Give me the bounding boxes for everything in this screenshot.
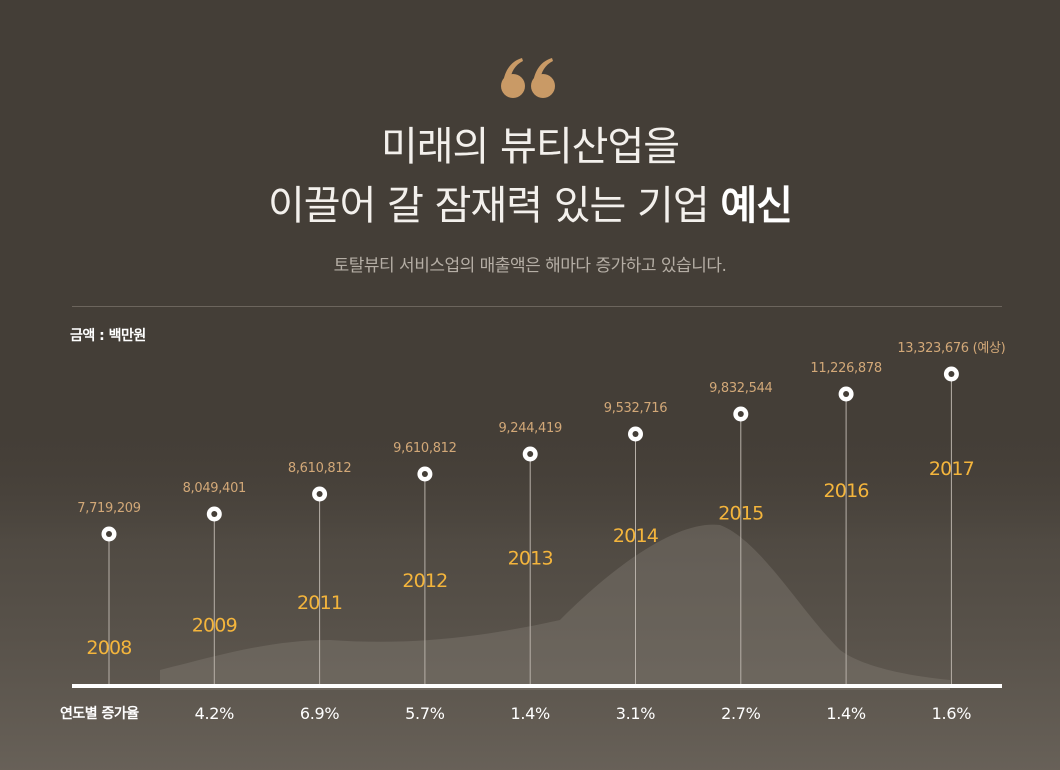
value-label: 9,610,812 bbox=[393, 441, 456, 456]
baseline bbox=[72, 684, 1002, 688]
data-point bbox=[206, 506, 222, 522]
year-label: 2008 bbox=[86, 637, 131, 659]
growth-rate-label: 6.9% bbox=[300, 704, 340, 723]
title-text: 이끌어 갈 잠재력 있는 기업 bbox=[268, 183, 721, 229]
data-point bbox=[628, 426, 643, 442]
value-label: 11,226,878 bbox=[810, 361, 881, 376]
year-label: 2013 bbox=[508, 547, 553, 569]
value-label: 7,719,209 bbox=[77, 501, 140, 516]
value-label: 9,532,716 bbox=[604, 401, 667, 416]
growth-rate-label: 5.7% bbox=[405, 704, 445, 723]
value-label: 9,832,544 bbox=[709, 381, 772, 396]
quote-icon bbox=[501, 58, 555, 98]
growth-rate-label: 1.4% bbox=[826, 704, 866, 723]
growth-rate-label: 2.7% bbox=[721, 704, 761, 723]
year-label: 2017 bbox=[929, 458, 974, 480]
growth-rate-label: 1.4% bbox=[510, 704, 550, 723]
growth-rate-label: 4.2% bbox=[195, 704, 235, 723]
value-label: 13,323,676 (예상) bbox=[897, 341, 1005, 356]
year-label: 2012 bbox=[402, 570, 447, 592]
data-point bbox=[417, 466, 433, 482]
page-title-line2: 이끌어 갈 잠재력 있는 기업 예신 bbox=[0, 186, 1060, 226]
value-label: 8,610,812 bbox=[288, 461, 351, 476]
data-point bbox=[522, 446, 538, 462]
data-point bbox=[838, 386, 854, 402]
data-point bbox=[312, 486, 328, 502]
page-title-line1: 미래의 뷰티산업을 bbox=[380, 124, 680, 170]
title-emphasis: 예신 bbox=[720, 183, 793, 229]
growth-rate-label: 3.1% bbox=[616, 704, 656, 723]
value-label: 8,049,401 bbox=[183, 481, 246, 496]
growth-rate-header: 연도별 증가율 bbox=[60, 706, 139, 722]
data-point bbox=[733, 406, 749, 422]
year-label: 2015 bbox=[718, 503, 763, 525]
page-subtitle: 토탈뷰티 서비스업의 매출액은 해마다 증가하고 있습니다. bbox=[333, 256, 727, 276]
data-point bbox=[101, 526, 117, 542]
reclining-figure-silhouette bbox=[160, 524, 950, 690]
divider bbox=[72, 306, 1002, 307]
unit-label: 금액 : 백만원 bbox=[70, 328, 146, 344]
year-label: 2009 bbox=[192, 615, 237, 637]
value-label: 9,244,419 bbox=[498, 421, 561, 436]
year-label: 2016 bbox=[824, 480, 869, 502]
year-label: 2014 bbox=[613, 525, 659, 547]
year-label: 2011 bbox=[297, 592, 342, 614]
growth-rate-label: 1.6% bbox=[932, 704, 972, 723]
data-point bbox=[943, 366, 959, 382]
